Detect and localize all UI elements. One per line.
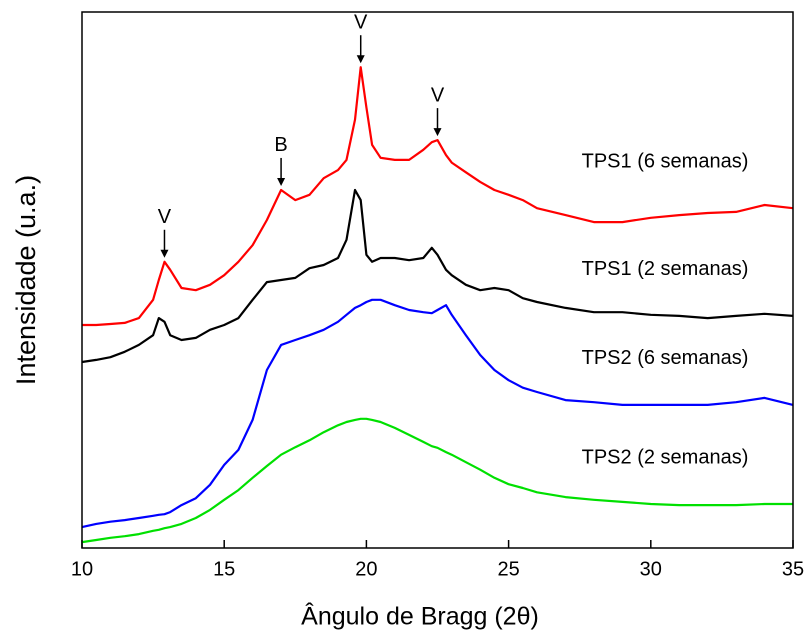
x-axis-label: Ângulo de Bragg (2θ) (301, 602, 539, 631)
x-tick-label: 35 (782, 558, 804, 580)
annotation-arrowhead (160, 249, 169, 258)
y-axis-label: Intensidade (u.a.) (11, 175, 41, 385)
series-label: TPS2 (6 semanas) (582, 347, 749, 369)
series-label: TPS1 (2 semanas) (582, 258, 749, 280)
series-label: TPS2 (2 semanas) (582, 446, 749, 468)
series-line (82, 66, 794, 327)
series-label: TPS1 (6 semanas) (582, 150, 749, 172)
annotation-arrowhead (433, 128, 442, 137)
series-line (81, 188, 794, 364)
x-tick-label: 15 (213, 558, 235, 580)
series-line (81, 298, 794, 529)
annotation: V (431, 84, 445, 106)
annotation: V (354, 11, 368, 33)
annotation-arrowhead (277, 177, 286, 186)
x-tick-label: 20 (355, 558, 377, 580)
annotation: V (158, 206, 172, 228)
x-tick-label: 25 (497, 558, 519, 580)
series-line (81, 417, 793, 544)
x-tick-label: 10 (71, 558, 93, 580)
x-tick-label: 30 (640, 558, 662, 580)
annotation: B (274, 134, 287, 156)
plot-frame (81, 11, 794, 549)
annotation-arrowhead (356, 55, 365, 64)
